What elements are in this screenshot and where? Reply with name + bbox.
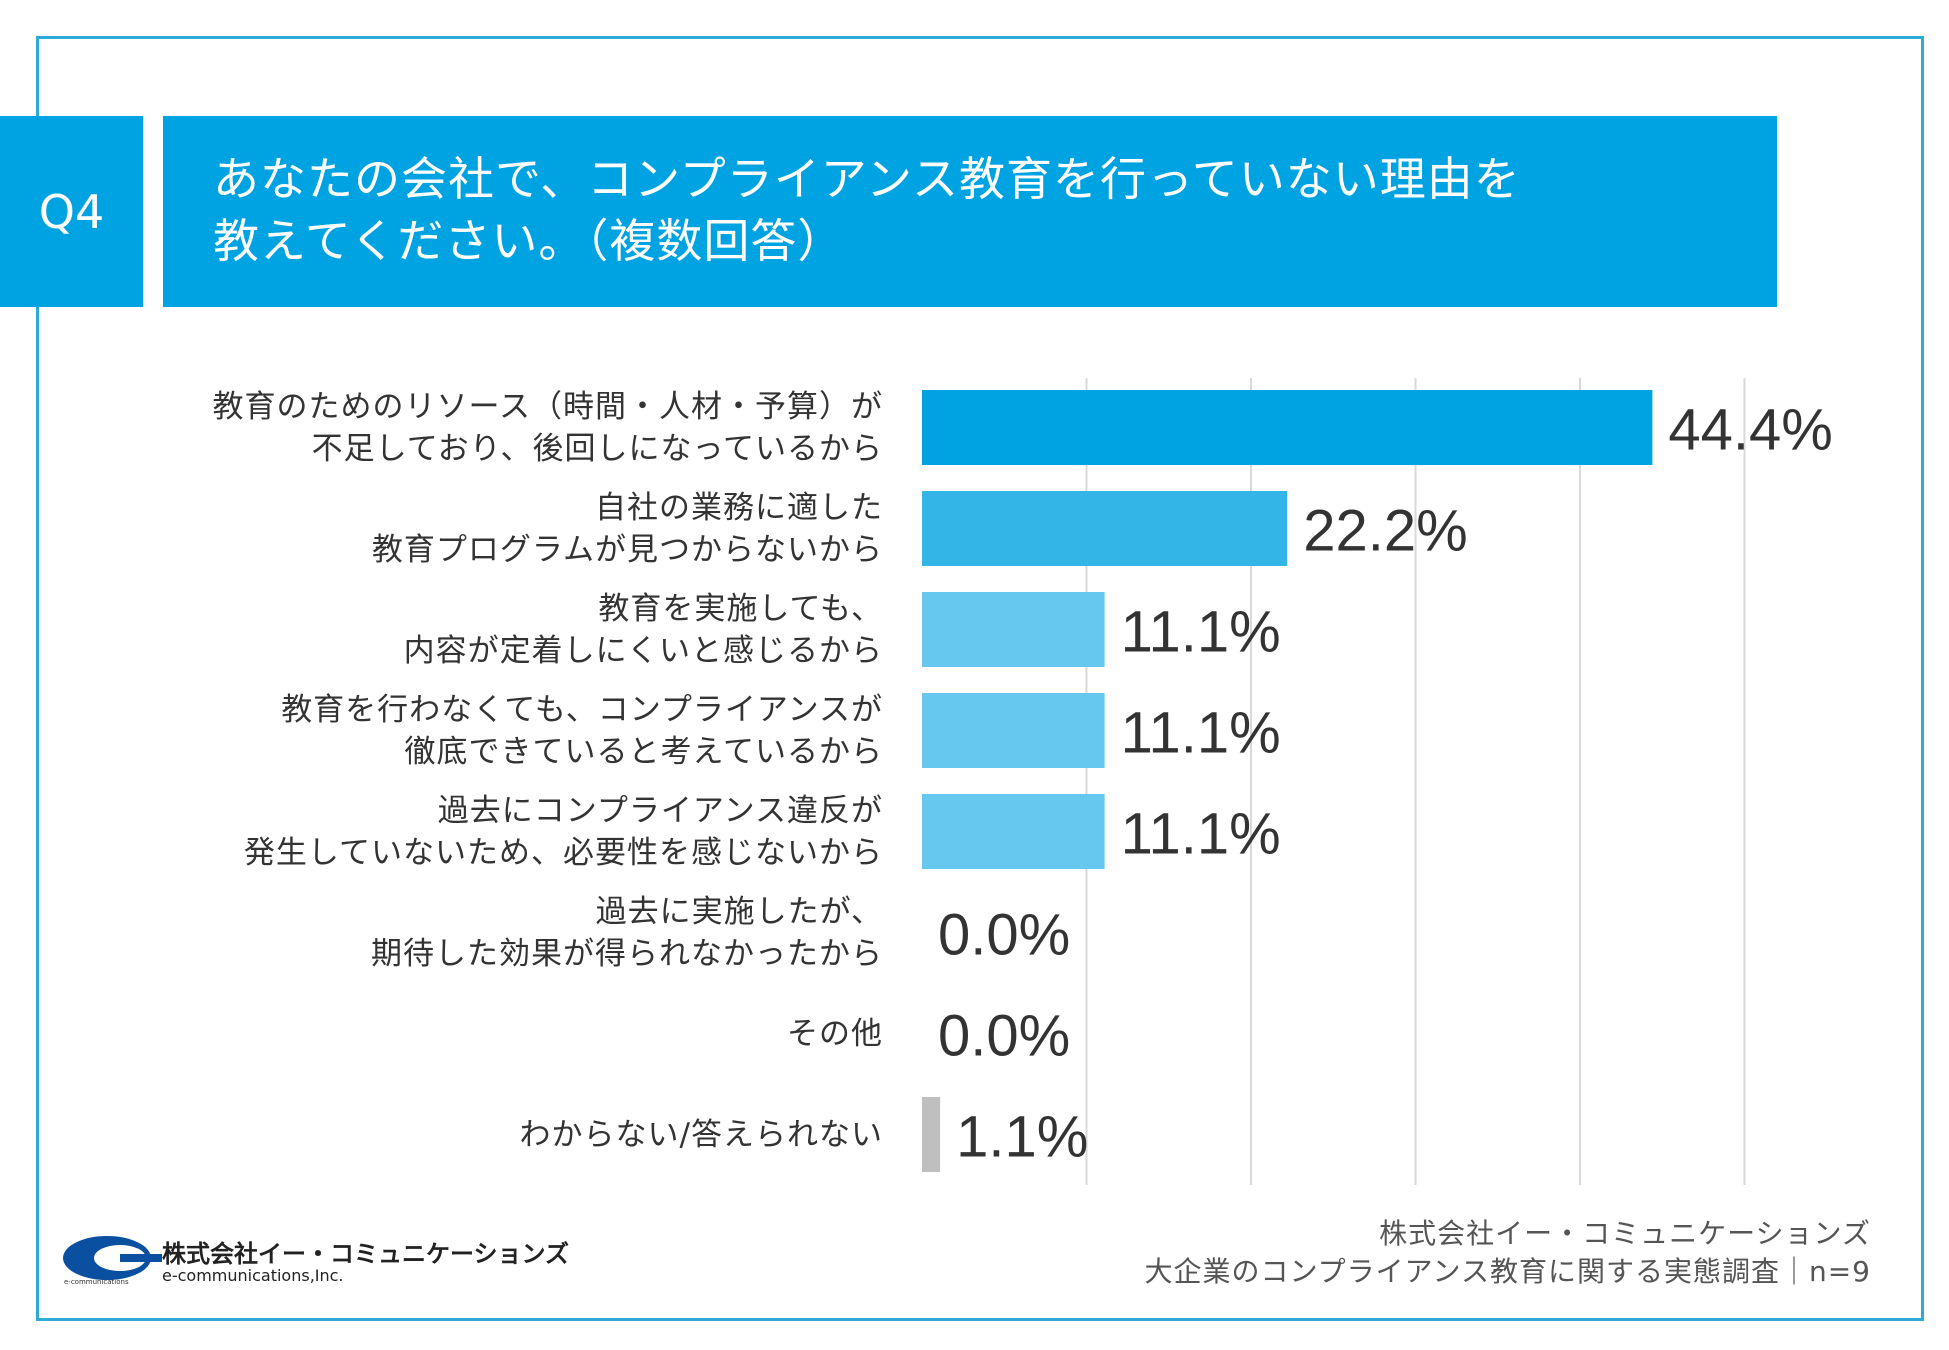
question-badge: Q4: [0, 116, 143, 307]
source-survey: 大企業のコンプライアンス教育に関する実態調査｜n=9: [1144, 1255, 1871, 1288]
category-label-5: 過去にコンプライアンス違反が発生していないため、必要性を感じないから: [123, 790, 883, 874]
category-label-3-line-1: 教育を実施しても、: [598, 590, 883, 627]
logo-company-name: 株式会社イー・コミュニケーションズ: [162, 1240, 570, 1268]
category-label-8-line-1: わからない/答えられない: [519, 1116, 883, 1153]
question-title-line-2: 教えてください。（複数回答）: [213, 214, 845, 268]
category-label-7-line-1: その他: [787, 1015, 883, 1052]
value-label-1: 44.4%: [1668, 398, 1832, 463]
category-label-1: 教育のためのリソース（時間・人材・予算）が不足しており、後回しになっているから: [123, 386, 883, 470]
source-company: 株式会社イー・コミュニケーションズ: [1379, 1217, 1871, 1250]
value-label-7: 0.0%: [938, 1004, 1070, 1069]
logo-tiny-text: e-communications: [64, 1278, 129, 1286]
chart-frame: [36, 36, 1924, 1321]
category-label-2-line-2: 教育プログラムが見つからないから: [371, 531, 883, 568]
category-label-5-line-2: 発生していないため、必要性を感じないから: [243, 834, 883, 871]
value-label-5: 11.1%: [1121, 802, 1281, 867]
category-label-1-line-1: 教育のためのリソース（時間・人材・予算）が: [212, 388, 883, 425]
category-label-4-line-1: 教育を行わなくても、コンプライアンスが: [281, 691, 883, 728]
question-title-line-1: あなたの会社で、コンプライアンス教育を行っていない理由を: [213, 152, 1521, 206]
category-label-2-line-1: 自社の業務に適した: [595, 489, 883, 526]
bar-2: [922, 491, 1288, 566]
category-label-1-line-2: 不足しており、後回しになっているから: [311, 430, 883, 467]
logo-mark-icon: [63, 1236, 162, 1280]
category-label-2: 自社の業務に適した教育プログラムが見つからないから: [123, 487, 883, 571]
value-label-2: 22.2%: [1303, 499, 1467, 564]
bar-4: [922, 693, 1105, 768]
category-label-8: わからない/答えられない: [123, 1114, 883, 1156]
bar-5: [922, 794, 1105, 869]
category-label-6: 過去に実施したが、期待した効果が得られなかったから: [123, 891, 883, 975]
value-label-4: 11.1%: [1121, 701, 1281, 766]
category-label-3-line-2: 内容が定着しにくいと感じるから: [403, 632, 883, 669]
category-label-3: 教育を実施しても、内容が定着しにくいと感じるから: [123, 588, 883, 672]
bar-8: [922, 1097, 941, 1172]
category-label-7: その他: [123, 1013, 883, 1055]
category-label-4: 教育を行わなくても、コンプライアンスが徹底できていると考えているから: [123, 689, 883, 773]
bar-1: [922, 390, 1653, 465]
value-label-3: 11.1%: [1121, 600, 1281, 665]
category-label-5-line-1: 過去にコンプライアンス違反が: [437, 792, 883, 829]
category-label-4-line-2: 徹底できていると考えているから: [404, 733, 883, 770]
value-label-6: 0.0%: [938, 903, 1070, 968]
category-label-6-line-1: 過去に実施したが、: [595, 893, 883, 930]
question-title: あなたの会社で、コンプライアンス教育を行っていない理由を 教えてください。（複数…: [163, 116, 1777, 307]
bar-3: [922, 592, 1105, 667]
category-label-6-line-2: 期待した効果が得られなかったから: [371, 935, 883, 972]
logo-company-sub: e-communications,Inc.: [162, 1266, 344, 1285]
value-label-8: 1.1%: [956, 1105, 1088, 1170]
company-logo: e-communications 株式会社イー・コミュニケーションズ e-com…: [62, 1232, 569, 1292]
